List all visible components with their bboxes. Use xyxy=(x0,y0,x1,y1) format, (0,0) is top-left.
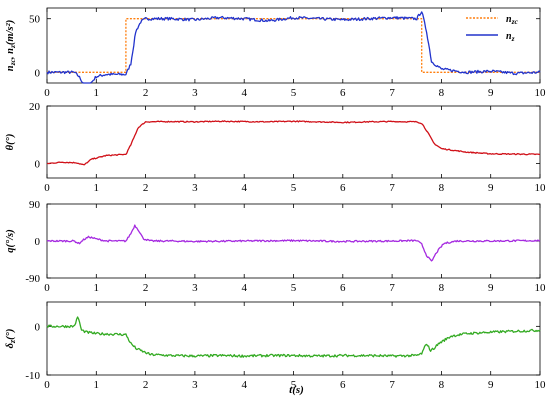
y-tick-label: -90 xyxy=(25,273,40,285)
panel-1: 0 1 2 3 4 5 6 7 8 9 10 0 50 nzc, nz(m/s²) nzc nz xyxy=(5,7,547,99)
panel-3: 0 1 2 3 4 5 6 7 8 9 10 -90 0 90 q(°/s) xyxy=(5,199,546,294)
x-tick-label: 6 xyxy=(340,87,346,99)
x-tick-label: 8 xyxy=(439,87,445,99)
y-axis-label: nzc, nz(m/s²) xyxy=(5,20,17,71)
x-tick-label: 1 xyxy=(94,182,100,194)
y-tick-label: 0 xyxy=(35,321,41,333)
x-tick-label: 0 xyxy=(44,379,50,391)
x-tick-label: 4 xyxy=(241,282,247,294)
panel-4: 0 1 2 3 4 5 6 7 8 9 10 -10 0 δz(°) t(s) xyxy=(5,301,547,396)
x-tick-label: 5 xyxy=(291,379,297,391)
series-line-signal xyxy=(46,224,541,262)
legend-label: nz xyxy=(506,31,515,43)
x-tick-label: 8 xyxy=(439,182,445,194)
y-tick-label: 0 xyxy=(35,159,41,171)
x-tick-label: 2 xyxy=(143,379,149,391)
x-tick-label: 7 xyxy=(389,282,395,294)
x-tick-label: 9 xyxy=(488,182,494,194)
x-tick-label: 9 xyxy=(488,87,494,99)
x-tick-label: 1 xyxy=(94,87,100,99)
x-tick-label: 10 xyxy=(535,282,547,294)
y-tick-label: 0 xyxy=(35,67,41,79)
legend: nzc nz xyxy=(466,14,518,43)
x-tick-label: 7 xyxy=(389,87,395,99)
y-tick-label: 90 xyxy=(29,199,41,211)
x-tick-label: 6 xyxy=(340,379,346,391)
x-tick-label: 3 xyxy=(192,379,198,391)
x-tick-label: 8 xyxy=(439,282,445,294)
x-tick-label: 1 xyxy=(94,379,100,391)
plot-frame xyxy=(46,105,541,179)
x-tick-label: 0 xyxy=(44,282,50,294)
x-tick-label: 10 xyxy=(535,379,547,391)
x-tick-label: 3 xyxy=(192,87,198,99)
x-tick-label: 10 xyxy=(535,87,547,99)
x-tick-label: 0 xyxy=(44,87,50,99)
y-tick-label: 20 xyxy=(29,101,41,113)
x-tick-label: 5 xyxy=(291,282,297,294)
x-tick-label: 5 xyxy=(291,87,297,99)
series-line-n_zc xyxy=(47,18,540,73)
x-tick-label: 5 xyxy=(291,182,297,194)
x-tick-label: 6 xyxy=(340,182,346,194)
x-tick-label: 8 xyxy=(439,379,445,391)
x-tick-label: 2 xyxy=(143,182,149,194)
y-axis-label: δz(°) xyxy=(5,329,17,349)
legend-label: nzc xyxy=(506,14,518,26)
x-tick-label: 0 xyxy=(44,182,50,194)
x-tick-label: 6 xyxy=(340,282,346,294)
x-tick-label: 9 xyxy=(488,379,494,391)
x-tick-label: 2 xyxy=(143,87,149,99)
x-tick-label: 1 xyxy=(94,282,100,294)
series-line-signal xyxy=(46,316,541,358)
x-tick-label: 7 xyxy=(389,379,395,391)
x-tick-label: 3 xyxy=(192,182,198,194)
y-tick-label: 50 xyxy=(29,14,41,26)
series-line-n_z xyxy=(46,11,541,84)
x-tick-label: 9 xyxy=(488,282,494,294)
y-tick-label: -10 xyxy=(25,370,40,382)
x-tick-label: 4 xyxy=(241,379,247,391)
y-tick-label: 0 xyxy=(35,236,41,248)
panel-2: 0 1 2 3 4 5 6 7 8 9 10 0 20 θ(°) xyxy=(5,101,546,194)
x-tick-label: 4 xyxy=(241,87,247,99)
plot-frame xyxy=(46,301,541,376)
series-line-signal xyxy=(46,120,540,166)
x-tick-label: 2 xyxy=(143,282,149,294)
y-axis-label: θ(°) xyxy=(5,134,16,151)
x-axis-label: t(s) xyxy=(289,384,304,396)
x-tick-label: 10 xyxy=(535,182,547,194)
x-tick-label: 4 xyxy=(241,182,247,194)
y-axis-label: q(°/s) xyxy=(5,229,16,252)
x-tick-label: 3 xyxy=(192,282,198,294)
x-tick-label: 7 xyxy=(389,182,395,194)
